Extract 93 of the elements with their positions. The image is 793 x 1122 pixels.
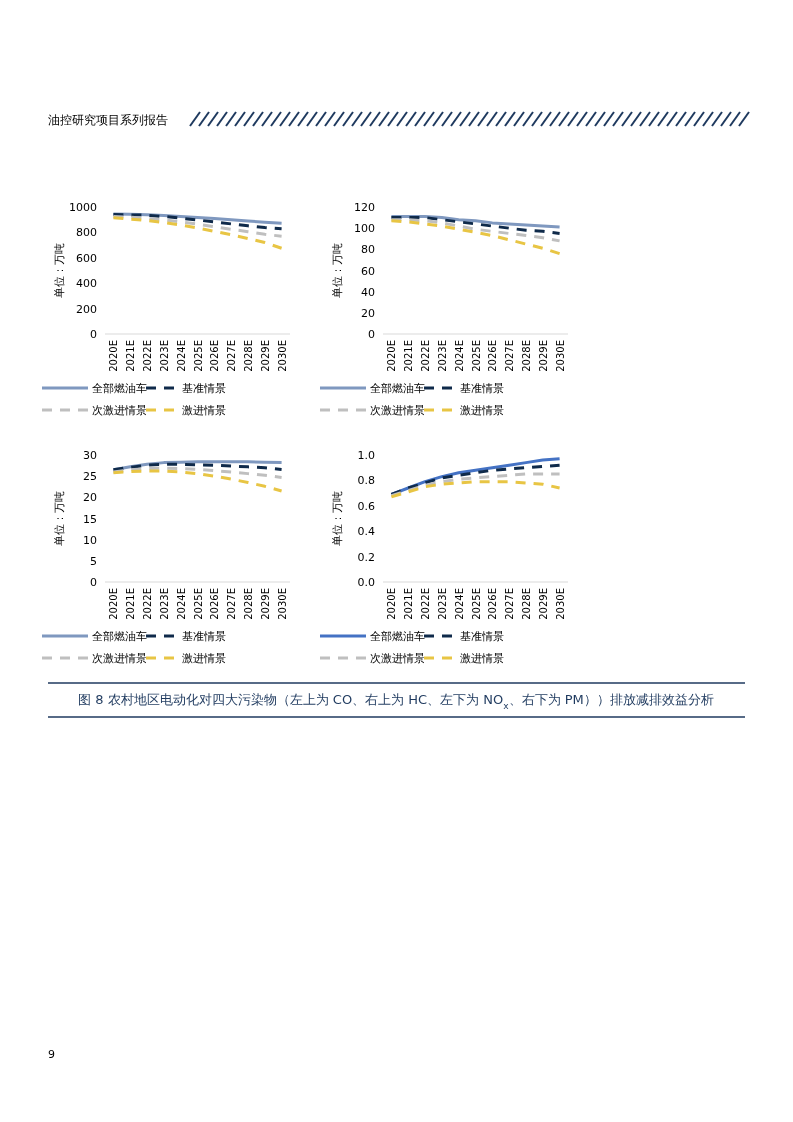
y-tick-label: 100 [354, 222, 375, 236]
x-tick-label: 2029E [537, 340, 549, 372]
x-tick-label: 2025E [470, 588, 482, 620]
y-tick-label: 80 [361, 243, 375, 257]
x-tick-label: 2025E [192, 588, 204, 620]
legend-label: 激进情景 [460, 404, 504, 417]
x-tick-label: 2028E [242, 340, 254, 372]
x-tick-label: 2020E [108, 340, 120, 372]
x-tick-label: 2020E [386, 588, 398, 620]
y-axis-title: 单位：万吨 [53, 243, 66, 298]
y-axis-title: 单位：万吨 [331, 491, 344, 546]
x-tick-label: 2024E [175, 588, 187, 620]
x-tick-label: 2025E [470, 340, 482, 372]
legend-label: 全部燃油车 [92, 630, 147, 643]
x-tick-label: 2024E [175, 340, 187, 372]
y-tick-label: 20 [83, 491, 97, 505]
x-tick-label: 2022E [142, 588, 154, 620]
x-tick-label: 2020E [108, 588, 120, 620]
y-tick-label: 1000 [69, 201, 97, 214]
x-tick-label: 2027E [226, 340, 238, 372]
legend-label: 基准情景 [460, 630, 504, 643]
y-tick-label: 40 [361, 285, 375, 299]
x-tick-label: 2021E [125, 588, 137, 620]
x-tick-label: 2026E [487, 588, 499, 620]
legend-label: 激进情景 [182, 652, 226, 665]
text: 9 [48, 1048, 55, 1061]
y-tick-label: 10 [83, 533, 97, 547]
x-tick-label: 2028E [242, 588, 254, 620]
y-tick-label: 600 [76, 251, 97, 265]
x-tick-label: 2030E [276, 588, 288, 620]
x-tick-label: 2023E [158, 340, 170, 372]
legend-label: 次激进情景 [370, 404, 425, 417]
y-tick-label: 0.4 [357, 525, 375, 539]
x-tick-label: 2020E [386, 340, 398, 372]
y-tick-label: 30 [83, 449, 97, 462]
y-tick-label: 20 [361, 306, 375, 320]
legend-label: 次激进情景 [92, 404, 147, 417]
x-tick-label: 2021E [403, 588, 415, 620]
x-tick-label: 2024E [453, 340, 465, 372]
x-tick-label: 2021E [125, 340, 137, 372]
y-tick-label: 0.2 [357, 550, 375, 564]
y-tick-label: 25 [83, 470, 97, 484]
legend-label: 全部燃油车 [370, 382, 425, 395]
y-tick-label: 60 [361, 264, 375, 278]
y-tick-label: 400 [76, 277, 97, 291]
y-tick-label: 0 [368, 328, 375, 341]
y-tick-label: 200 [76, 302, 97, 316]
legend-label: 基准情景 [182, 382, 226, 395]
y-tick-label: 0.6 [357, 499, 375, 513]
x-tick-label: 2029E [259, 588, 271, 620]
legend-label: 激进情景 [460, 652, 504, 665]
legend-label: 次激进情景 [92, 652, 147, 665]
caption: 图 8 农村地区电动化对四大污染物（左上为 CO、右上为 HC、左下为 NO$_{x}$、右下为 PM））排放减排效益分析 [78, 692, 714, 711]
y-tick-label: 800 [76, 226, 97, 240]
x-tick-label: 2028E [520, 588, 532, 620]
y-tick-label: 1.0 [357, 449, 375, 462]
x-tick-label: 2030E [276, 340, 288, 372]
y-axis-title: 单位：万吨 [331, 243, 344, 298]
x-tick-label: 2026E [487, 340, 499, 372]
x-tick-label: 2028E [520, 340, 532, 372]
x-tick-label: 2023E [436, 340, 448, 372]
legend-label: 全部燃油车 [92, 382, 147, 395]
legend-label: 激进情景 [182, 404, 226, 417]
x-tick-label: 2026E [209, 340, 221, 372]
x-tick-label: 2024E [453, 588, 465, 620]
y-tick-label: 0.0 [357, 576, 375, 589]
legend-label: 次激进情景 [370, 652, 425, 665]
x-tick-label: 2030E [554, 340, 566, 372]
y-tick-label: 15 [83, 512, 97, 526]
x-tick-label: 2025E [192, 340, 204, 372]
y-tick-label: 120 [354, 201, 375, 214]
x-tick-label: 2022E [142, 340, 154, 372]
x-tick-label: 2029E [537, 588, 549, 620]
x-tick-label: 2027E [504, 340, 516, 372]
y-axis-title: 单位：万吨 [53, 491, 66, 546]
x-tick-label: 2022E [420, 340, 432, 372]
legend-label: 基准情景 [460, 382, 504, 395]
text: 油控研究项目系列报告 [48, 113, 168, 127]
x-tick-label: 2029E [259, 340, 271, 372]
y-tick-label: 5 [90, 554, 97, 568]
x-tick-label: 2030E [554, 588, 566, 620]
x-tick-label: 2021E [403, 340, 415, 372]
legend-label: 全部燃油车 [370, 630, 425, 643]
y-tick-label: 0 [90, 328, 97, 341]
x-tick-label: 2023E [158, 588, 170, 620]
x-tick-label: 2023E [436, 588, 448, 620]
y-tick-label: 0.8 [357, 474, 375, 488]
x-tick-label: 2022E [420, 588, 432, 620]
x-tick-label: 2027E [226, 588, 238, 620]
x-tick-label: 2026E [209, 588, 221, 620]
y-tick-label: 0 [90, 576, 97, 589]
x-tick-label: 2027E [504, 588, 516, 620]
legend-label: 基准情景 [182, 630, 226, 643]
